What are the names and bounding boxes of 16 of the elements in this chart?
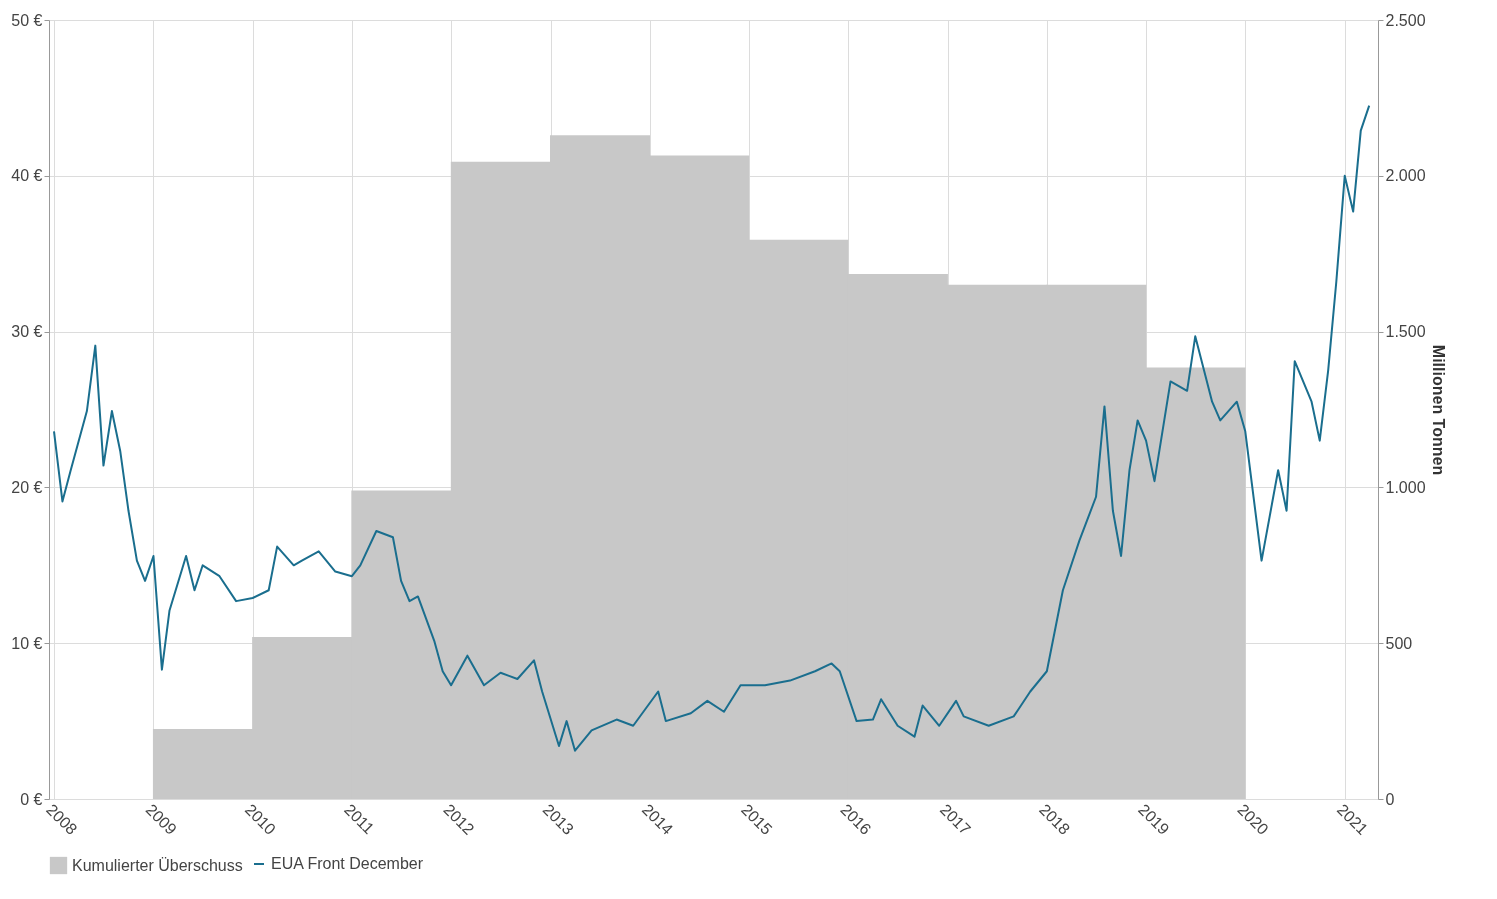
y-tick-label: 0 € [20,790,43,808]
y2-tick-label: 1.500 [1385,323,1426,341]
y-tick-label: 10 € [11,634,43,652]
y2-axis-title: Millionen Tonnen [1429,344,1447,476]
y-tick-label: 40 € [11,167,43,185]
legend-label: Kumulierter Überschuss [72,856,243,874]
y-tick-label: 20 € [11,478,43,496]
y2-tick-label: 0 [1385,790,1395,808]
line-series [53,104,1371,752]
y-tick-label: 50 € [11,11,43,29]
legend-label: EUA Front December [271,855,424,872]
y2-tick-label: 500 [1385,634,1413,652]
y2-tick-label: 2.000 [1385,167,1426,185]
y2-tick-label: 2.500 [1385,11,1426,29]
y2-tick-label: 1.000 [1385,478,1426,496]
y-tick-label: 30 € [11,323,43,341]
